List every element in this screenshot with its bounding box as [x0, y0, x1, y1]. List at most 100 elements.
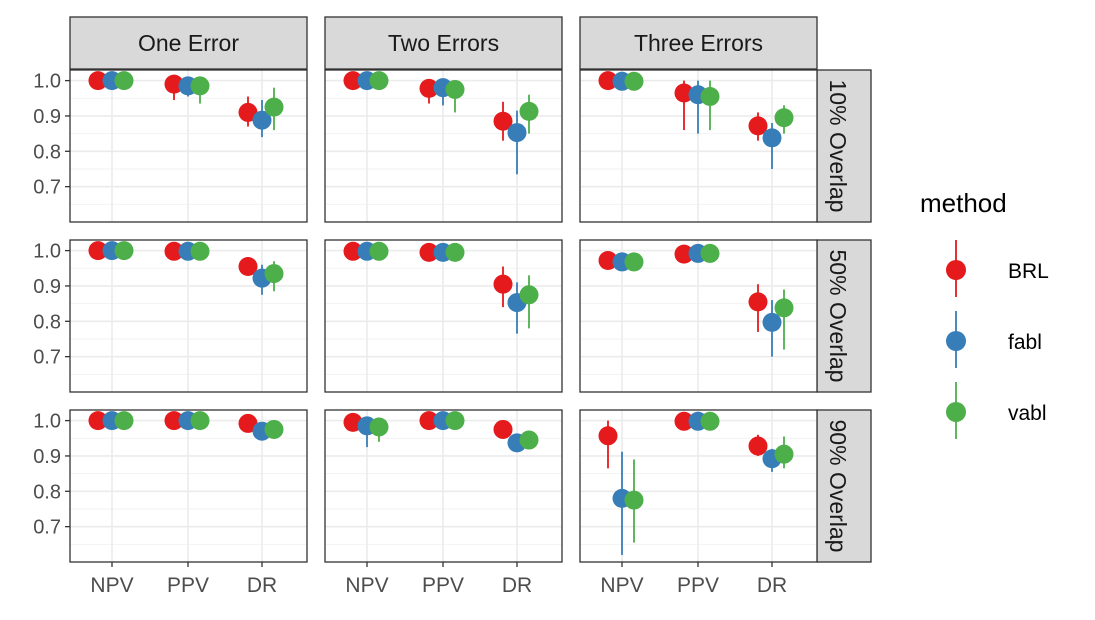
y-tick-label: 1.0 [33, 71, 61, 93]
facet-strip-col [579, 16, 818, 70]
x-tick-label: PPV [167, 574, 209, 597]
data-point [674, 411, 694, 431]
data-point [748, 436, 768, 456]
y-tick-label: 0.9 [33, 276, 61, 298]
data-point [369, 417, 389, 437]
data-point [264, 419, 284, 439]
facet-panel [69, 69, 308, 223]
x-tick-label: PPV [422, 574, 464, 597]
data-point [507, 123, 527, 143]
legend-label: vabl [1008, 402, 1047, 425]
data-point [762, 128, 782, 148]
facet-strip-row-label: 50% Overlap [825, 250, 851, 383]
panel-border [579, 69, 818, 223]
data-point [624, 252, 644, 272]
y-tick-label: 0.8 [33, 141, 61, 163]
facet-strip-col-label: Two Errors [388, 30, 499, 56]
data-point [88, 241, 108, 261]
data-point [164, 411, 184, 431]
data-point [674, 83, 694, 103]
y-tick-label: 0.8 [33, 481, 61, 503]
legend-title: method [920, 188, 1007, 218]
data-point [164, 74, 184, 94]
panel-border [324, 239, 563, 393]
data-point [264, 97, 284, 117]
data-point [674, 244, 694, 264]
data-point [519, 285, 539, 305]
data-point [493, 419, 513, 439]
data-point [519, 430, 539, 450]
facet-strip-row-label: 10% Overlap [825, 80, 851, 213]
facet-panel [324, 409, 563, 563]
data-point [493, 111, 513, 131]
facet-panel [579, 239, 818, 393]
data-point [445, 242, 465, 262]
data-point [748, 116, 768, 136]
facet-strip-row [816, 239, 872, 393]
legend-key-point [946, 260, 966, 280]
data-point [343, 241, 363, 261]
data-point [114, 411, 134, 431]
facet-panel [69, 239, 308, 393]
data-point [493, 274, 513, 294]
data-point [369, 71, 389, 91]
facet-panel [324, 239, 563, 393]
panel-border [324, 69, 563, 223]
data-point [700, 243, 720, 263]
x-tick-label: PPV [677, 574, 719, 597]
data-point [700, 411, 720, 431]
data-point [164, 241, 184, 261]
y-tick-label: 1.0 [33, 241, 61, 263]
y-tick-label: 0.7 [33, 177, 61, 199]
y-tick-label: 0.8 [33, 311, 61, 333]
data-point [238, 413, 258, 433]
facet-panel [579, 69, 818, 223]
data-point [748, 292, 768, 312]
y-tick-label: 0.7 [33, 347, 61, 369]
y-tick-label: 0.7 [33, 517, 61, 539]
data-point [624, 490, 644, 510]
facet-panel [69, 409, 308, 563]
panel-border [69, 69, 308, 223]
x-tick-label: DR [757, 574, 787, 597]
data-point [252, 110, 272, 130]
data-point [419, 411, 439, 431]
data-point [190, 76, 210, 96]
data-point [88, 411, 108, 431]
y-tick-label: 0.9 [33, 106, 61, 128]
data-point [190, 241, 210, 261]
data-point [264, 264, 284, 284]
legend-label: BRL [1008, 260, 1049, 283]
facet-strip-col [69, 16, 308, 70]
data-point [419, 78, 439, 98]
legend-label: fabl [1008, 331, 1042, 354]
x-tick-label: NPV [600, 574, 643, 597]
x-tick-label: DR [502, 574, 532, 597]
panel-border [69, 239, 308, 393]
x-tick-label: NPV [90, 574, 133, 597]
data-point [762, 312, 782, 332]
panel-border [579, 239, 818, 393]
legend-key-point [946, 402, 966, 422]
data-point [519, 101, 539, 121]
data-point [343, 71, 363, 91]
x-tick-label: DR [247, 574, 277, 597]
data-point [598, 71, 618, 91]
data-point [190, 411, 210, 431]
facet-strip-col-label: One Error [138, 30, 239, 56]
data-point [238, 257, 258, 277]
y-tick-label: 1.0 [33, 411, 61, 433]
facet-strip-row [816, 69, 872, 223]
facet-panel [579, 409, 818, 563]
y-tick-label: 0.9 [33, 446, 61, 468]
data-point [700, 87, 720, 107]
data-point [369, 241, 389, 261]
data-point [598, 426, 618, 446]
data-point [624, 71, 644, 91]
data-point [445, 411, 465, 431]
facet-strip-col [324, 16, 563, 70]
facet-panel [324, 69, 563, 223]
data-point [114, 241, 134, 261]
data-point [774, 444, 794, 464]
